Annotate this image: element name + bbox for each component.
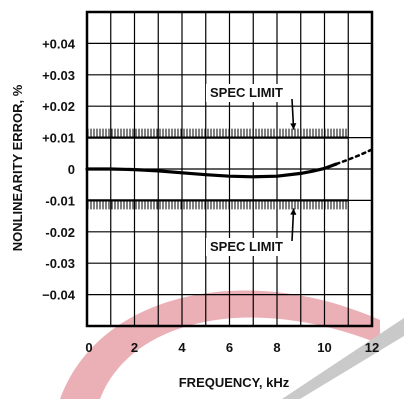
x-tick-label: 4	[178, 340, 186, 355]
watermark	[60, 290, 404, 399]
x-tick-label: 0	[85, 340, 92, 355]
x-tick-labels: 0 2 4 6 8 10 12	[85, 340, 379, 355]
x-axis-title: FREQUENCY, kHz	[179, 375, 290, 390]
annotations: SPEC LIMIT SPEC LIMIT	[206, 84, 300, 256]
y-tick-label: -0.02	[45, 225, 75, 240]
annotation-background	[206, 238, 300, 256]
x-tick-label: 8	[273, 340, 280, 355]
y-tick-label: -0.01	[45, 193, 75, 208]
x-tick-label: 2	[131, 340, 138, 355]
plot-frame	[85, 10, 374, 328]
spec-limit-label: SPEC LIMIT	[210, 85, 283, 100]
annotation-background	[206, 84, 300, 102]
spec-limit-band	[87, 199, 349, 210]
watermark-gray-stripe	[282, 318, 404, 399]
x-tick-label: 12	[365, 340, 379, 355]
arrow-head	[290, 208, 297, 215]
nonlinearity-error-curve	[85, 162, 338, 179]
y-axis-title: NONLINEARITY ERROR, %	[10, 84, 25, 251]
x-tick-label: 10	[317, 340, 331, 355]
y-tick-labels: +0.04 +0.03 +0.02 +0.01 0 -0.01 -0.02 -0.03 −0.0…	[42, 36, 76, 302]
data-series	[85, 148, 374, 179]
y-tick-label: +0.04	[42, 36, 76, 51]
spec-limit-label: SPEC LIMIT	[210, 239, 283, 254]
x-tick-label: 6	[226, 340, 233, 355]
arrow-head	[290, 123, 297, 130]
y-tick-label: +0.02	[42, 99, 75, 114]
y-tick-label: −0.04	[42, 288, 76, 303]
spec-limit-band	[87, 128, 349, 139]
y-tick-label: +0.01	[42, 131, 75, 146]
extrapolated-error-curve	[335, 148, 374, 166]
y-tick-label: +0.03	[42, 68, 75, 83]
y-tick-label: -0.03	[45, 256, 75, 271]
watermark-red-swoosh	[60, 290, 380, 399]
spec-limit-hatching	[87, 128, 347, 138]
spec-limit-hatching	[87, 200, 347, 210]
y-tick-label: 0	[68, 162, 75, 177]
plot-border	[85, 10, 374, 328]
